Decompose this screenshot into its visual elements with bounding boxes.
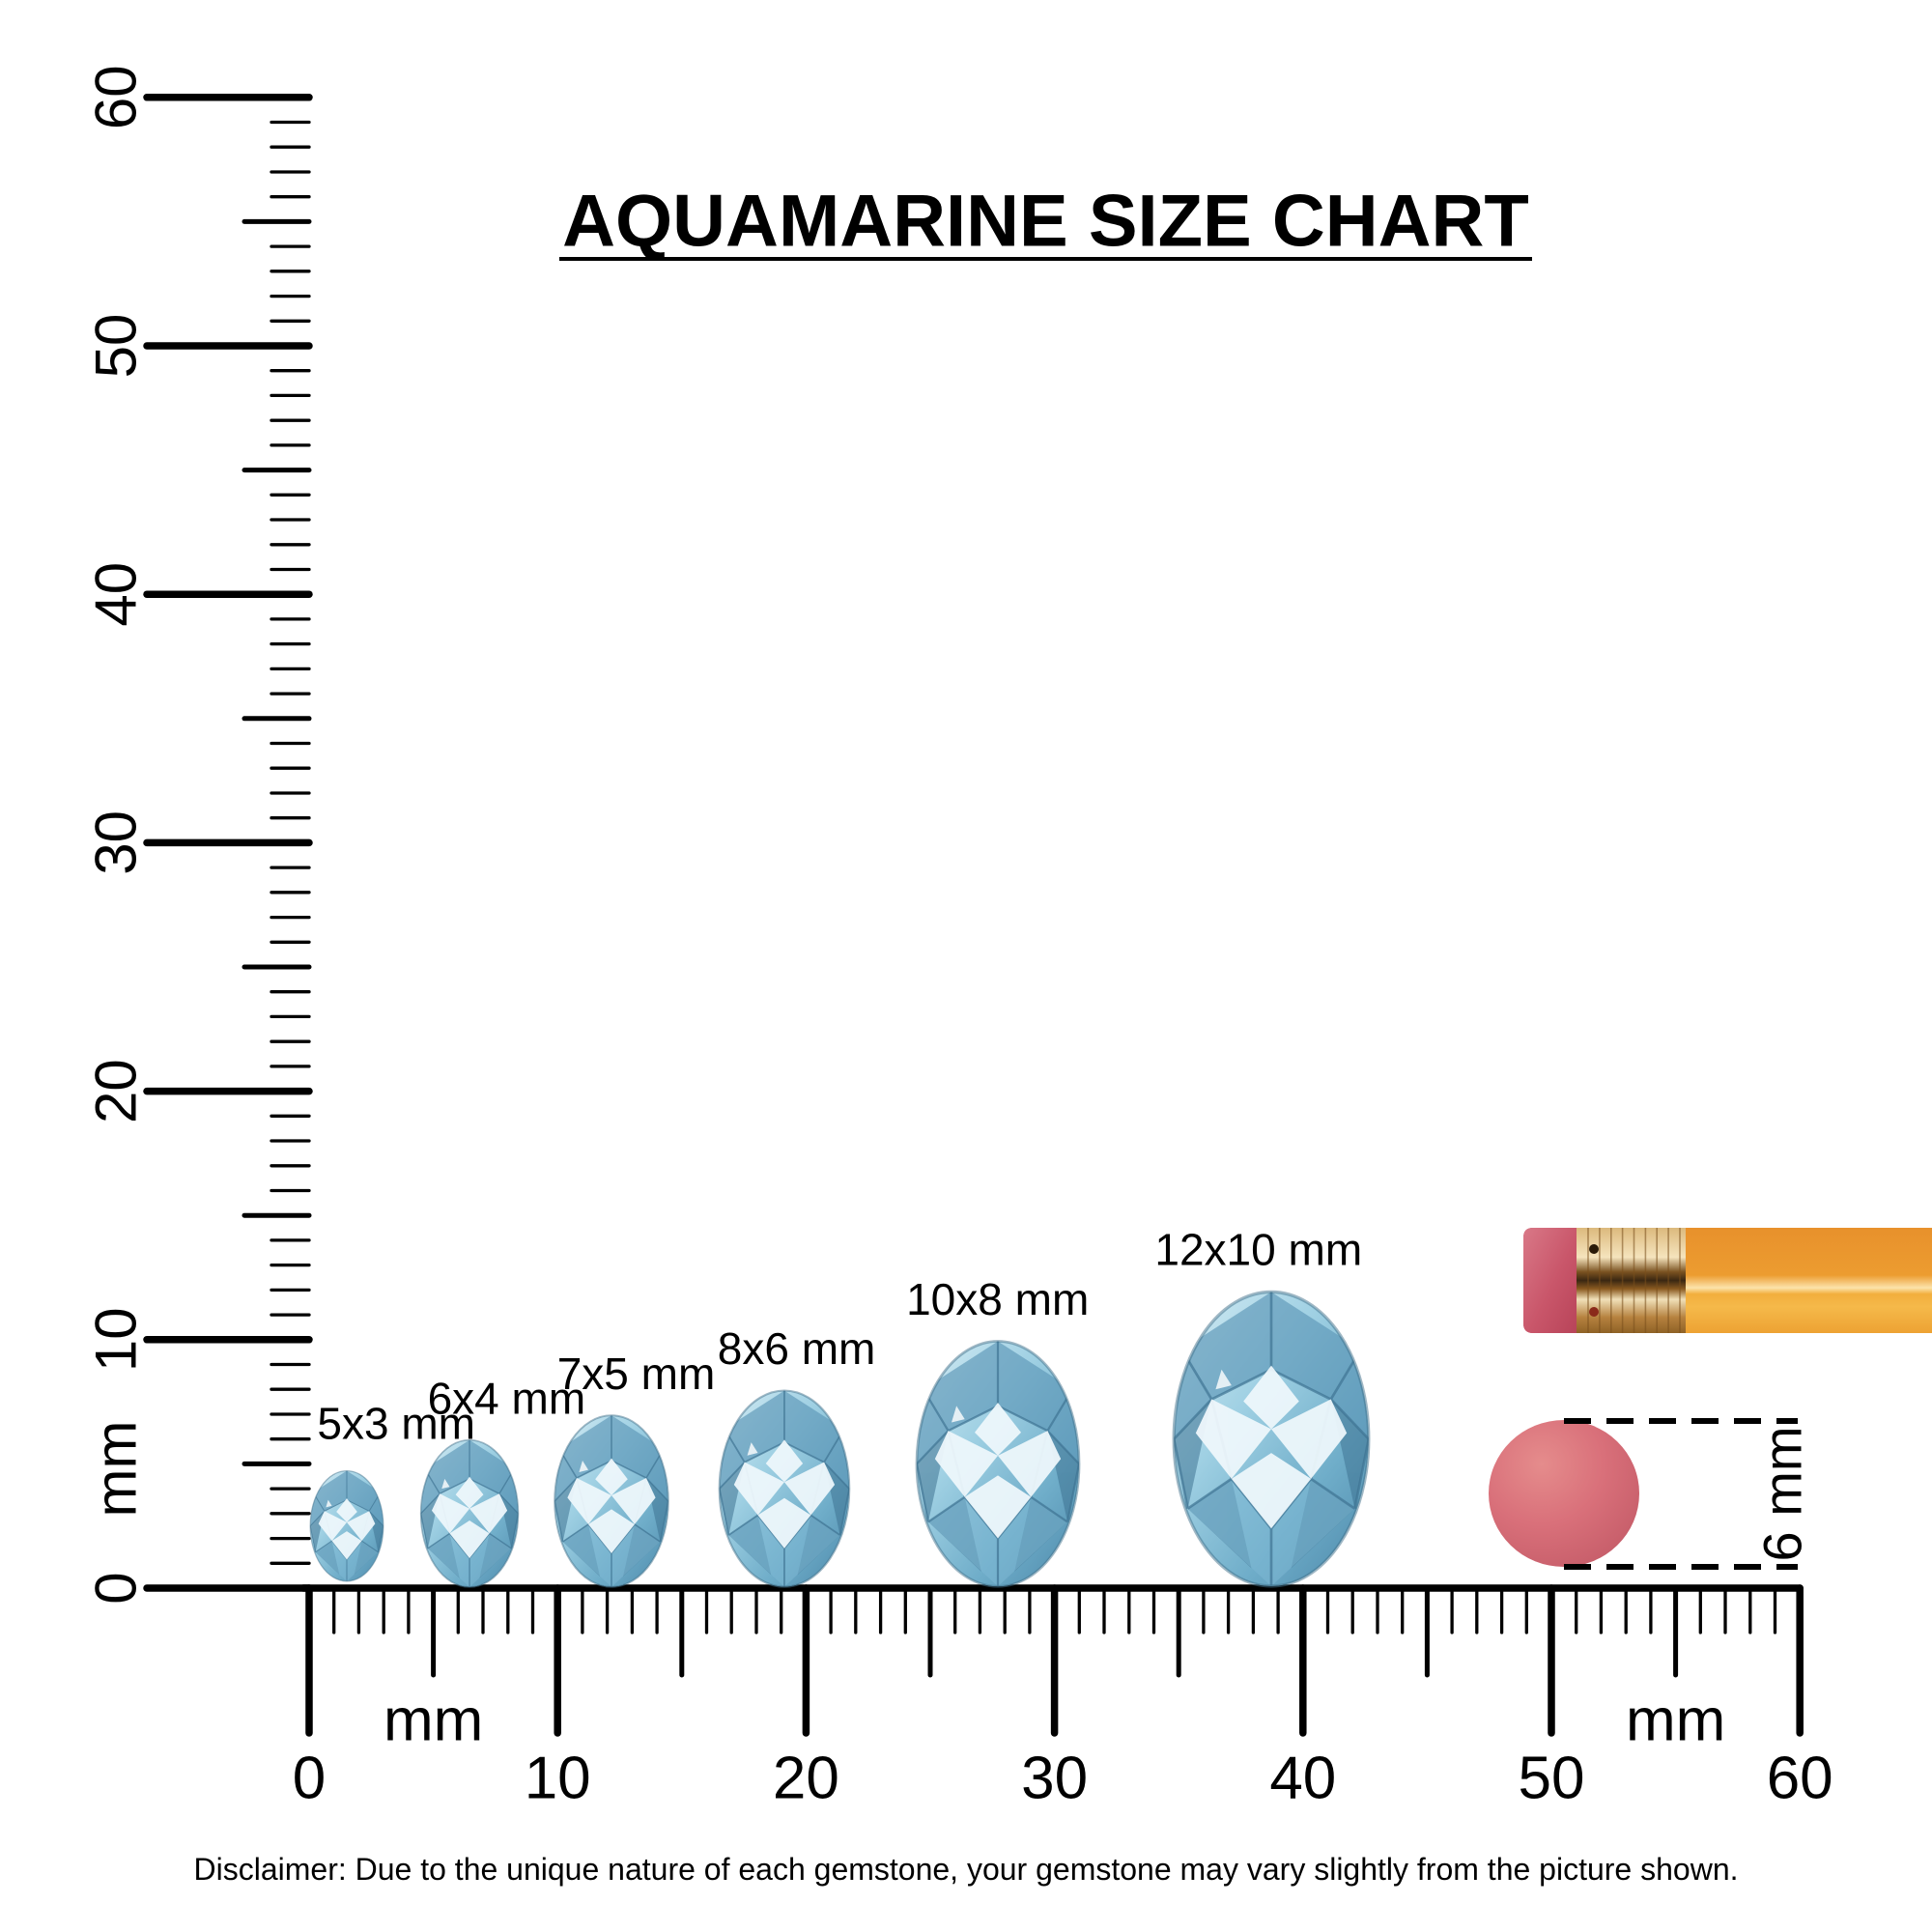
svg-text:40: 40	[1269, 1746, 1336, 1812]
svg-text:Disclaimer: Due to the unique: Disclaimer: Due to the unique nature of …	[194, 1852, 1739, 1887]
svg-text:60: 60	[1767, 1746, 1833, 1812]
svg-text:50: 50	[1519, 1746, 1585, 1812]
svg-text:mm: mm	[1626, 1688, 1725, 1754]
svg-text:40: 40	[84, 562, 149, 627]
svg-text:0: 0	[293, 1746, 326, 1812]
svg-text:AQUAMARINE SIZE CHART: AQUAMARINE SIZE CHART	[562, 181, 1529, 263]
svg-text:60: 60	[84, 65, 149, 129]
svg-text:7x5 mm: 7x5 mm	[557, 1349, 716, 1399]
svg-text:10: 10	[84, 1307, 149, 1372]
svg-text:mm: mm	[84, 1421, 149, 1518]
svg-text:6 mm: 6 mm	[1752, 1427, 1813, 1562]
svg-text:50: 50	[84, 314, 149, 379]
svg-text:30: 30	[1021, 1746, 1088, 1812]
svg-text:mm: mm	[384, 1688, 483, 1754]
svg-text:10x8 mm: 10x8 mm	[906, 1274, 1089, 1324]
svg-text:10: 10	[525, 1746, 591, 1812]
svg-text:0: 0	[84, 1572, 149, 1604]
svg-text:20: 20	[773, 1746, 839, 1812]
svg-text:20: 20	[84, 1059, 149, 1123]
svg-text:8x6 mm: 8x6 mm	[718, 1323, 876, 1374]
svg-text:12x10 mm: 12x10 mm	[1154, 1224, 1362, 1274]
svg-text:30: 30	[84, 810, 149, 875]
